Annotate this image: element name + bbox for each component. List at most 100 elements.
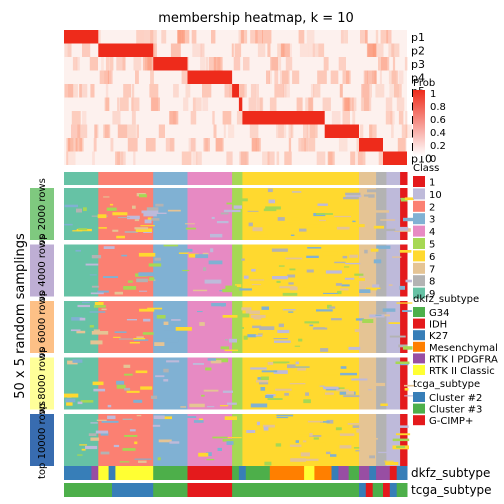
consensus-cell (180, 406, 187, 408)
membership-cell (249, 124, 259, 138)
consensus-cell (284, 392, 289, 396)
consensus-cell (362, 319, 374, 323)
membership-cell (271, 57, 282, 71)
consensus-cell (79, 444, 87, 446)
consensus-cell (185, 227, 197, 230)
consensus-cell (302, 440, 307, 443)
consensus-cell (152, 424, 161, 427)
class-bar (64, 172, 408, 185)
consensus-cell (388, 322, 400, 324)
tcga-legend-title: tcga_subtype (413, 379, 480, 390)
consensus-cell (309, 433, 313, 437)
membership-cell (93, 138, 97, 152)
consensus-cell (277, 217, 285, 221)
consensus-cell (299, 228, 307, 232)
membership-cell (145, 138, 156, 152)
prob-tick-label: 1 (430, 89, 436, 100)
tcga-bar-cell (359, 483, 367, 497)
consensus-cell (398, 344, 408, 348)
membership-cell (267, 43, 271, 57)
consensus-cell (225, 285, 237, 290)
consensus-cell (64, 393, 79, 398)
membership-cell (131, 97, 134, 111)
membership-cell (181, 151, 192, 165)
membership-cell (262, 30, 272, 44)
membership-cell (340, 84, 343, 98)
consensus-cell (227, 402, 237, 405)
membership-cell (276, 151, 280, 165)
consensus-cell (320, 348, 329, 352)
consensus-cell (211, 216, 215, 220)
membership-cell (79, 84, 88, 98)
consensus-cell (336, 389, 349, 392)
consensus-block (386, 244, 401, 297)
consensus-cell (288, 311, 294, 313)
consensus-cell (396, 433, 411, 436)
membership-cell (352, 97, 357, 111)
class-bar-cell (153, 172, 188, 185)
membership-cell (309, 124, 318, 138)
consensus-cell (295, 361, 299, 365)
membership-cell (202, 84, 212, 98)
membership-cell (305, 97, 314, 111)
consensus-cell (239, 288, 252, 291)
membership-cell (238, 30, 244, 44)
consensus-cell (114, 331, 127, 333)
consensus-cell (77, 454, 83, 456)
consensus-cell (170, 321, 182, 326)
membership-cell (190, 111, 197, 125)
membership-cell (209, 57, 217, 71)
consensus-cell (372, 284, 380, 288)
consensus-cell (154, 342, 165, 346)
consensus-cell (355, 450, 360, 452)
membership-cell (362, 84, 372, 98)
consensus-block (376, 414, 387, 466)
legends: Prob10.80.60.40.20Class11023456789dkfz_s… (413, 78, 498, 427)
consensus-cell (156, 212, 167, 214)
membership-segment (242, 111, 325, 125)
y-axis-label: 50 x 5 random samplings (13, 233, 28, 399)
membership-cell (304, 138, 309, 152)
membership-cell (104, 70, 112, 84)
consensus-cell (119, 338, 134, 340)
consensus-cell (112, 212, 128, 216)
consensus-cell (206, 458, 215, 461)
consensus-cell (323, 374, 338, 376)
consensus-cell (168, 432, 172, 434)
dkfz-legend-label: IDH (429, 320, 447, 331)
membership-cell (306, 124, 316, 138)
dkfz-bar-cell (338, 466, 350, 480)
membership-cell (262, 151, 270, 165)
consensus-cell (98, 227, 107, 229)
consensus-cell (189, 403, 205, 408)
consensus-cell (136, 278, 148, 283)
membership-cell (352, 111, 356, 125)
consensus-cell (369, 455, 375, 459)
consensus-cell (300, 452, 310, 457)
consensus-cell (369, 314, 385, 318)
consensus-cell (275, 443, 282, 447)
membership-cell (202, 97, 209, 111)
membership-row-bg (64, 97, 407, 111)
tcga-bar-cell (153, 483, 188, 497)
consensus-block (376, 301, 387, 353)
consensus-cell (113, 336, 121, 338)
consensus-cell (103, 276, 118, 278)
consensus-cell (155, 375, 165, 378)
consensus-cell (265, 206, 281, 210)
membership-cell (323, 57, 329, 71)
prob-tick-label: 0.6 (430, 115, 446, 126)
tcga-bar-cell (232, 483, 360, 497)
class-bar-cell (359, 172, 377, 185)
membership-cell (66, 138, 71, 152)
membership-cell (203, 138, 210, 152)
membership-cell (94, 124, 98, 138)
consensus-cell (169, 441, 180, 444)
membership-cell (328, 151, 335, 165)
class-legend-swatch (413, 200, 425, 212)
dkfz-bar-cell (269, 466, 305, 480)
membership-cell (361, 97, 369, 111)
membership-cell (101, 57, 104, 71)
dkfz-bar-cell (91, 466, 99, 480)
class-legend-swatch (413, 225, 425, 237)
